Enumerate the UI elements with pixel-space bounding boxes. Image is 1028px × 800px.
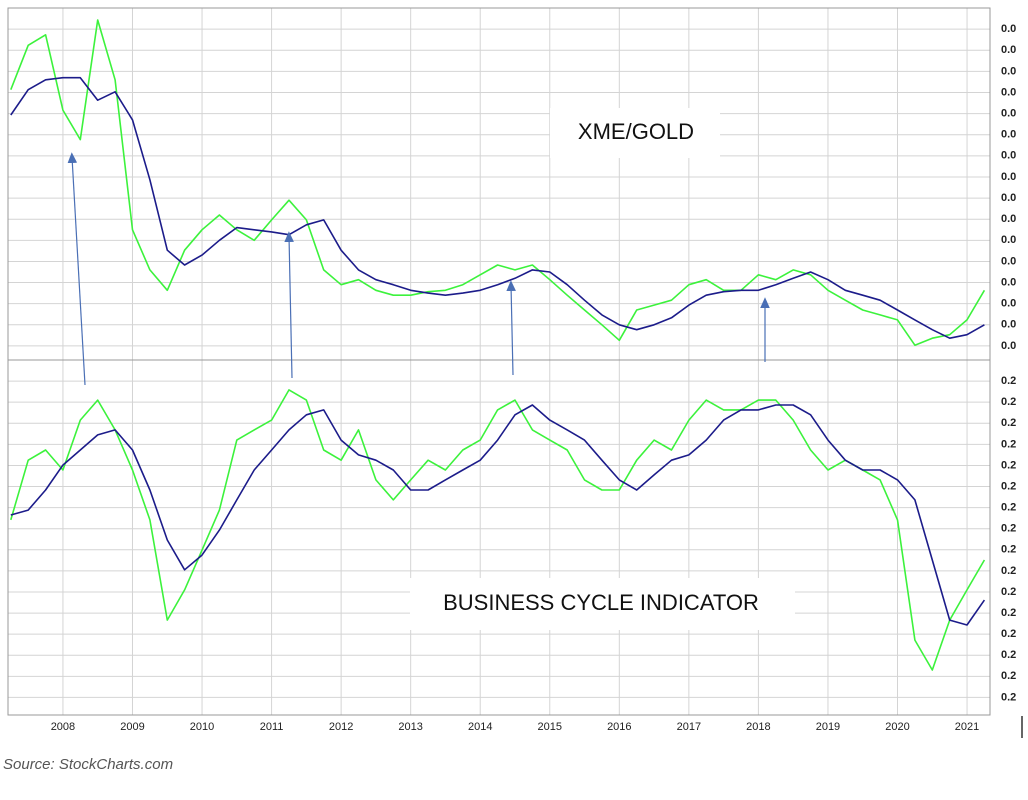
y-tick-label: 0.2: [1001, 691, 1016, 703]
y-tick-label: 0.0: [1001, 340, 1016, 352]
y-tick-label: 0.2: [1001, 417, 1016, 429]
x-tick-label: 2011: [260, 721, 284, 733]
arrows: [67, 152, 770, 386]
series-line: [10, 389, 986, 671]
arrow: [506, 280, 516, 376]
x-tick-label: 2010: [190, 721, 214, 733]
x-tick-label: 2009: [120, 721, 144, 733]
y-tick-label: 0.0: [1001, 171, 1016, 183]
y-tick-label: 0.0: [1001, 108, 1016, 120]
x-tick-label: 2017: [677, 721, 701, 733]
x-tick-label: 2008: [51, 721, 75, 733]
x-tick-label: 2016: [607, 721, 631, 733]
y-tick-label: 0.0: [1001, 129, 1016, 141]
y-tick-label: 0.2: [1001, 438, 1016, 450]
panel-label: BUSINESS CYCLE INDICATOR: [443, 590, 759, 615]
series-line: [10, 404, 986, 626]
x-tick-label: 2018: [746, 721, 770, 733]
arrow: [67, 152, 86, 386]
x-tick-label: 2012: [329, 721, 353, 733]
y-tick-label: 0.0: [1001, 150, 1016, 162]
y-tick-label: 0.0: [1001, 86, 1016, 98]
y-tick-label: 0.2: [1001, 565, 1016, 577]
y-tick-label: 0.0: [1001, 65, 1016, 77]
panel-label: XME/GOLD: [578, 119, 694, 144]
y-tick-label: 0.2: [1001, 607, 1016, 619]
y-tick-label: 0.2: [1001, 480, 1016, 492]
x-tick-label: 2013: [398, 721, 422, 733]
y-tick-label: 0.2: [1001, 375, 1016, 387]
plot-frame: [7, 7, 991, 716]
y-tick-label: 0.2: [1001, 502, 1016, 514]
label-box: [550, 108, 720, 158]
arrow: [284, 231, 294, 379]
y-tick-label: 0.0: [1001, 23, 1016, 35]
x-tick-label: 2019: [816, 721, 840, 733]
series-line: [10, 76, 985, 339]
x-tick-label: 2021: [955, 721, 979, 733]
x-tick-label: 2015: [538, 721, 562, 733]
series-line: [10, 19, 986, 346]
y-tick-label: 0.0: [1001, 319, 1016, 331]
y-tick-label: 0.0: [1001, 192, 1016, 204]
y-tick-label: 0.2: [1001, 523, 1016, 535]
y-tick-label: 0.2: [1001, 670, 1016, 682]
y-tick-label: 0.2: [1001, 649, 1016, 661]
series-layer: [10, 19, 986, 671]
y-tick-label: 0.0: [1001, 213, 1016, 225]
y-tick-label: 0.2: [1001, 544, 1016, 556]
y-tick-label: 0.0: [1001, 44, 1016, 56]
grid-layer: [8, 8, 990, 715]
y-tick-label: 0.2: [1001, 586, 1016, 598]
y-tick-label: 0.2: [1001, 628, 1016, 640]
label-box: [410, 578, 795, 630]
y-tick-label: 0.2: [1001, 459, 1016, 471]
y-tick-label: 0.0: [1001, 298, 1016, 310]
source-note: Source: StockCharts.com: [3, 756, 173, 773]
x-tick-label: 2020: [885, 721, 909, 733]
y-tick-label: 0.0: [1001, 276, 1016, 288]
y-tick-label: 0.0: [1001, 255, 1016, 267]
y-tick-label: 0.0: [1001, 234, 1016, 246]
y-tick-label: 0.2: [1001, 396, 1016, 408]
x-tick-label: 2014: [468, 721, 492, 733]
